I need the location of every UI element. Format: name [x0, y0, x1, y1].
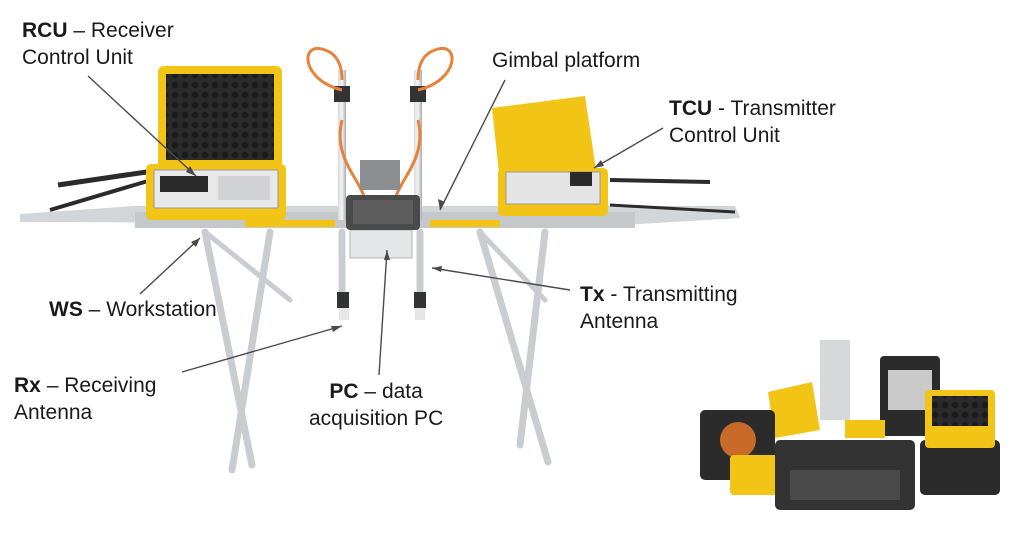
rcu-sep: –: [67, 19, 91, 42]
ws-sep: –: [82, 298, 107, 321]
rcu-case: [146, 66, 286, 220]
ws-label: WS – Workstation: [49, 296, 217, 323]
packed-equipment-photo: [700, 340, 1000, 510]
tx-abbr: Tx: [580, 283, 605, 306]
tx-sep: -: [604, 283, 623, 306]
workstation-legs: [201, 228, 552, 474]
pc-label: PC – data acquisition PC: [309, 378, 443, 432]
pc-sep: –: [358, 380, 382, 403]
tx-label: Tx - Transmitting Antenna: [580, 281, 738, 335]
pc-line1: data: [381, 380, 423, 403]
ws-abbr: WS: [49, 298, 83, 321]
rcu-line2: Control Unit: [22, 46, 133, 69]
pc-line2: acquisition PC: [309, 407, 444, 430]
rcu-abbr: RCU: [22, 19, 68, 42]
leader-lines: [87, 75, 664, 376]
tcu-case: [492, 96, 608, 216]
rx-antenna-foot: [337, 292, 349, 308]
leader-arrowheads: [186, 160, 604, 332]
rcu-line1: Receiver: [90, 19, 174, 42]
rx-line2: Antenna: [14, 401, 93, 424]
pc-abbr: PC: [329, 380, 359, 403]
antenna-masts: [306, 46, 454, 230]
tcu-line2: Control Unit: [669, 124, 780, 147]
tcu-label: TCU - Transmitter Control Unit: [669, 95, 836, 149]
rx-sep: –: [40, 374, 65, 397]
rx-abbr: Rx: [14, 374, 41, 397]
tcu-sep: -: [712, 97, 731, 120]
ws-line1: Workstation: [106, 298, 217, 321]
rx-line1: Receiving: [64, 374, 157, 397]
gimbal-label: Gimbal platform: [492, 47, 640, 74]
tcu-abbr: TCU: [669, 97, 713, 120]
gimbal-text: Gimbal platform: [492, 49, 641, 72]
rx-label: Rx – Receiving Antenna: [14, 372, 156, 426]
rcu-label: RCU – Receiver Control Unit: [22, 17, 174, 71]
tcu-line1: Transmitter: [730, 97, 836, 120]
tx-antenna-foot: [414, 292, 426, 308]
tx-line2: Antenna: [580, 310, 659, 333]
tx-line1: Transmitting: [622, 283, 738, 306]
